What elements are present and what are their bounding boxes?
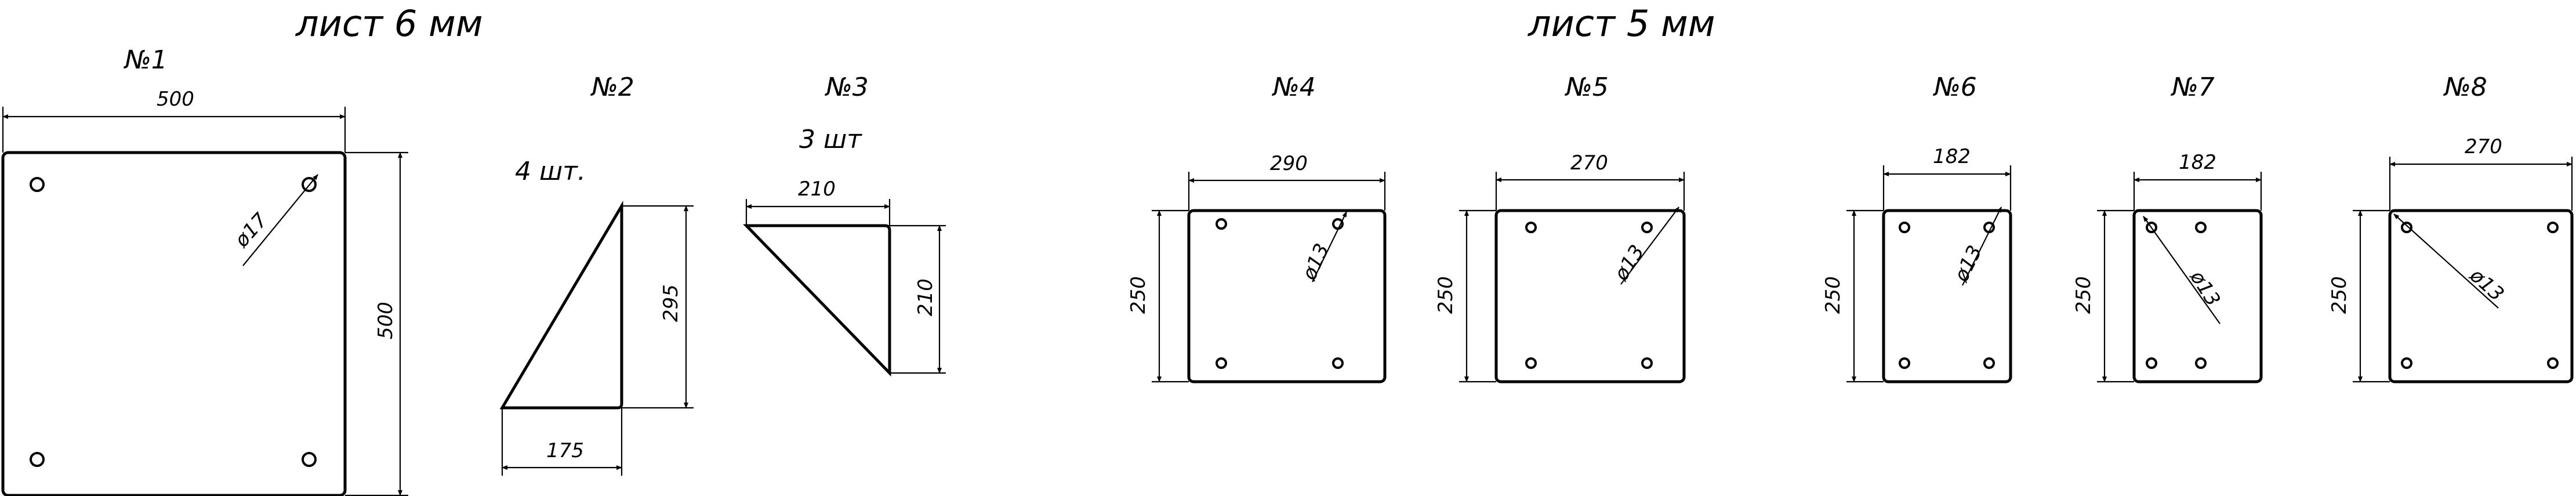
part-3: №3 3 шт 210 210 bbox=[743, 73, 946, 377]
hole-leader bbox=[1962, 207, 2002, 286]
hole-diameter: ø13 bbox=[1297, 240, 1334, 284]
height-dimension: 250 bbox=[1434, 276, 1457, 314]
height-dimension: 250 bbox=[2328, 276, 2351, 314]
height-dimension: 210 bbox=[914, 278, 937, 316]
part-label: №6 bbox=[1932, 73, 1977, 102]
mounting-hole bbox=[30, 177, 45, 192]
hole-diameter: ø17 bbox=[230, 208, 273, 252]
mounting-hole bbox=[30, 452, 45, 467]
width-dimension: 182 bbox=[2179, 151, 2216, 174]
mounting-hole bbox=[2195, 357, 2207, 369]
part-8: №8 270 250 ø13 bbox=[2328, 73, 2574, 383]
mounting-hole bbox=[302, 452, 317, 467]
mounting-hole bbox=[2401, 222, 2412, 233]
quantity-label: 4 шт. bbox=[515, 157, 586, 186]
height-dimension: 250 bbox=[2072, 276, 2095, 314]
part-label: №7 bbox=[2170, 73, 2215, 102]
part-1: №1 500 500 ø17 bbox=[1, 45, 408, 496]
mounting-hole bbox=[1332, 357, 1344, 369]
hole-leader bbox=[2143, 216, 2221, 324]
width-dimension: 500 bbox=[157, 88, 194, 111]
height-dimension: 295 bbox=[659, 284, 683, 322]
mounting-hole bbox=[2401, 357, 2412, 369]
width-dimension: 290 bbox=[1270, 152, 1308, 175]
mounting-hole bbox=[2547, 357, 2559, 369]
plate-outline bbox=[1494, 209, 1686, 383]
height-dimension: 250 bbox=[1127, 276, 1150, 314]
hole-diameter: ø13 bbox=[1609, 241, 1649, 285]
part-label: №5 bbox=[1564, 73, 1609, 102]
hole-leader bbox=[2393, 213, 2499, 309]
mounting-hole bbox=[1899, 222, 1910, 233]
mounting-hole bbox=[1641, 357, 1653, 369]
height-dimension: 500 bbox=[374, 302, 397, 339]
hole-diameter: ø13 bbox=[2185, 266, 2225, 310]
width-dimension: 210 bbox=[798, 178, 836, 201]
gusset-plate-outline bbox=[743, 224, 891, 377]
plate-outline bbox=[2388, 209, 2574, 383]
part-label: №4 bbox=[1271, 73, 1316, 102]
sheet-6mm-title: лист 6 мм bbox=[295, 2, 483, 45]
mounting-hole bbox=[2195, 222, 2207, 233]
width-dimension: 270 bbox=[1570, 151, 1608, 175]
part-label: №3 bbox=[824, 73, 869, 102]
mounting-hole bbox=[1899, 357, 1910, 369]
plate-outline bbox=[2132, 209, 2263, 383]
triangle-plate-outline bbox=[499, 200, 623, 410]
quantity-label: 3 шт bbox=[799, 125, 862, 154]
part-label: №2 bbox=[590, 73, 634, 102]
hole-leader bbox=[1620, 207, 1679, 285]
mounting-hole bbox=[1983, 357, 1995, 369]
part-2: №2 4 шт. 295 175 bbox=[499, 73, 694, 476]
part-label: №8 bbox=[2443, 73, 2487, 102]
sheet-5mm-title: лист 5 мм bbox=[1528, 2, 1715, 45]
part-6: №6 182 250 ø13 bbox=[1822, 73, 2012, 383]
width-dimension: 182 bbox=[1933, 145, 1971, 168]
hole-leader bbox=[242, 174, 318, 266]
plate-outline bbox=[1882, 209, 2012, 383]
part-7: №7 182 250 ø13 bbox=[2072, 73, 2263, 383]
part-label: №1 bbox=[123, 45, 168, 75]
hole-leader bbox=[1312, 211, 1347, 283]
width-dimension: 270 bbox=[2465, 135, 2502, 158]
mounting-hole bbox=[2547, 222, 2559, 233]
part-4: №4 290 250 ø13 bbox=[1127, 73, 1387, 383]
part-5: №5 270 250 ø13 bbox=[1434, 73, 1686, 383]
mounting-hole bbox=[1525, 222, 1537, 233]
base-dimension: 175 bbox=[546, 439, 584, 462]
mounting-hole bbox=[1525, 357, 1537, 369]
plate-outline bbox=[1187, 209, 1387, 383]
mounting-hole bbox=[2146, 357, 2157, 369]
plate-outline bbox=[1, 151, 347, 496]
hole-diameter: ø13 bbox=[2465, 263, 2508, 306]
height-dimension: 250 bbox=[1822, 276, 1845, 314]
mounting-hole bbox=[1216, 218, 1227, 230]
mounting-hole bbox=[1641, 222, 1653, 233]
mounting-hole bbox=[1216, 357, 1227, 369]
